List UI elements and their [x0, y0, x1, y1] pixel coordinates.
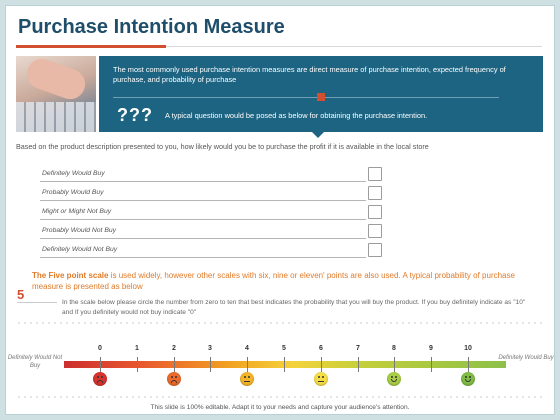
dotted-separator [16, 320, 544, 326]
scale-tick-label[interactable]: 0 [98, 345, 102, 352]
keyboard-shape [16, 102, 96, 132]
title-accent-rule [16, 45, 166, 48]
answer-option-label: Probably Would Not Buy [42, 227, 117, 234]
scale-tick [174, 357, 175, 372]
five-point-rest: is used widely, however other scales wit… [32, 271, 515, 291]
scale-left-label: Definitely Would Not Buy [7, 355, 63, 369]
answer-option-line [40, 181, 366, 182]
banner-divider [113, 97, 499, 98]
question-marks-icon: ??? [117, 105, 153, 125]
title-divider [166, 46, 542, 47]
face-mouth [171, 380, 177, 383]
face-mouth [465, 379, 471, 382]
scale-tick [358, 357, 359, 372]
answer-checkbox[interactable] [368, 167, 382, 181]
dotted-separator-bottom [16, 394, 544, 400]
banner-pointer-arrow [311, 131, 325, 138]
scale-tick [468, 357, 469, 372]
scale-tick [137, 357, 138, 372]
slide-title: Purchase Intention Measure [18, 16, 285, 38]
scale-tick-label[interactable]: 5 [282, 345, 286, 352]
five-point-description: The Five point scale is used widely, how… [32, 270, 532, 292]
scale-tick [100, 357, 101, 372]
scale-tick-label[interactable]: 10 [464, 345, 472, 352]
banner-marker [317, 93, 325, 101]
scale-tick-label[interactable]: 6 [319, 345, 323, 352]
scale-tick-label[interactable]: 9 [429, 345, 433, 352]
probability-scale-bar [64, 361, 506, 368]
answer-checkbox[interactable] [368, 205, 382, 219]
face-mouth [391, 379, 397, 382]
scale-tick [394, 357, 395, 372]
flat-face-icon [240, 372, 254, 386]
scale-tick [284, 357, 285, 372]
face-mouth [97, 380, 103, 383]
answer-option-label: Might or Might Not Buy [42, 208, 112, 215]
answer-checkbox[interactable] [368, 243, 382, 257]
scale-tick-label[interactable]: 3 [208, 345, 212, 352]
scale-tick-label[interactable]: 8 [392, 345, 396, 352]
slide-footer: This slide is 100% editable. Adapt it to… [150, 404, 410, 411]
scale-tick-label[interactable]: 2 [172, 345, 176, 352]
banner-question-text: A typical question would be posed as bel… [165, 111, 428, 120]
answer-option-line [40, 238, 366, 239]
scale-tick [431, 357, 432, 372]
five-icon: 5 [17, 287, 25, 302]
scale-tick [321, 357, 322, 372]
answer-option: Probably Would Not Buy [40, 224, 382, 242]
five-icon-underline [17, 302, 57, 303]
scale-tick [210, 357, 211, 372]
answer-checkbox[interactable] [368, 186, 382, 200]
banner-text: The most commonly used purchase intentio… [113, 65, 506, 84]
scale-tick-label[interactable]: 7 [356, 345, 360, 352]
scale-right-label: Definitely Would Buy [498, 355, 554, 361]
scale-instructions: In the scale below please circle the num… [62, 299, 526, 316]
answer-option-line [40, 219, 366, 220]
happy-face-icon [387, 372, 401, 386]
sad-face-icon [167, 372, 181, 386]
answer-option-label: Definitely Would Buy [42, 170, 105, 177]
flat-face-icon [314, 372, 328, 386]
hand-shape [22, 56, 90, 104]
scale-tick [247, 357, 248, 372]
five-point-bold: The Five point scale [32, 271, 109, 280]
survey-intro: Based on the product description present… [16, 142, 429, 151]
scale-tick-label[interactable]: 4 [245, 345, 249, 352]
happy-face-icon [461, 372, 475, 386]
sad-face-icon [93, 372, 107, 386]
answer-option-label: Probably Would Buy [42, 189, 104, 196]
answer-option-line [40, 257, 366, 258]
answer-option: Probably Would Buy [40, 186, 382, 204]
answer-option: Definitely Would Buy [40, 167, 382, 185]
answer-option-line [40, 200, 366, 201]
face-mouth [318, 381, 324, 382]
info-banner: The most commonly used purchase intentio… [99, 56, 543, 132]
scale-tick-label[interactable]: 1 [135, 345, 139, 352]
answer-option: Definitely Would Not Buy [40, 243, 382, 261]
answer-option: Might or Might Not Buy [40, 205, 382, 223]
answer-checkbox[interactable] [368, 224, 382, 238]
face-mouth [244, 381, 250, 382]
keyboard-photo [16, 56, 96, 132]
answer-option-label: Definitely Would Not Buy [42, 246, 118, 253]
